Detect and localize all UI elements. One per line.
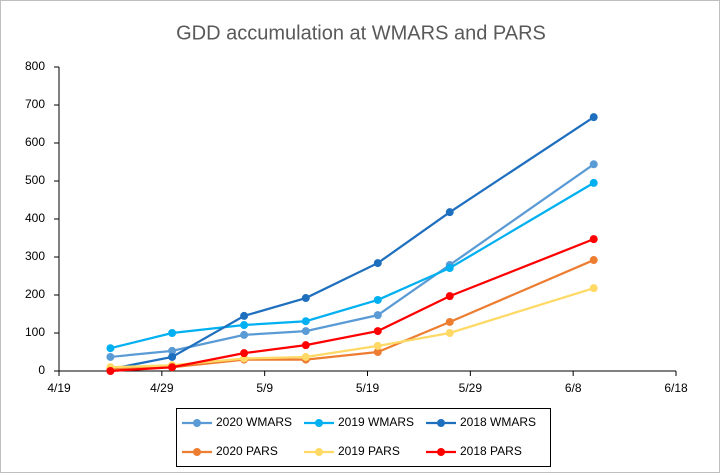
- data-point: [373, 341, 382, 350]
- legend-marker: [437, 448, 445, 456]
- x-tick-label: 5/9: [256, 381, 273, 395]
- y-tick-label: 700: [25, 97, 45, 111]
- x-tick-label: 5/29: [459, 381, 483, 395]
- data-point: [168, 329, 177, 337]
- y-tick-label: 800: [25, 59, 45, 73]
- data-point: [589, 235, 598, 244]
- legend-label: 2020 WMARS: [216, 415, 292, 429]
- data-point: [168, 352, 177, 361]
- x-tick-label: 6/18: [664, 381, 688, 395]
- data-point: [445, 264, 454, 273]
- data-point: [168, 363, 177, 372]
- data-point: [240, 330, 249, 339]
- y-tick-label: 200: [25, 287, 45, 301]
- data-point: [240, 321, 249, 330]
- data-point: [589, 160, 598, 169]
- data-point: [589, 178, 598, 187]
- data-point: [106, 344, 115, 353]
- legend-marker: [437, 419, 445, 427]
- y-tick-label: 500: [25, 173, 45, 187]
- data-point: [301, 327, 310, 336]
- legend-marker: [315, 419, 323, 427]
- data-point: [445, 317, 454, 326]
- data-point: [168, 346, 177, 355]
- data-point: [240, 311, 249, 320]
- data-point: [301, 352, 310, 361]
- data-point: [301, 317, 310, 326]
- data-point: [373, 295, 382, 304]
- data-point: [445, 292, 454, 301]
- legend-label: 2020 PARS: [216, 444, 278, 458]
- legend-marker: [315, 448, 323, 456]
- data-point: [373, 259, 382, 268]
- legend-label: 2018 WMARS: [460, 415, 536, 429]
- legend-marker: [193, 419, 201, 427]
- data-point: [373, 327, 382, 336]
- y-tick-label: 600: [25, 135, 45, 149]
- data-point: [589, 113, 598, 122]
- data-point: [301, 294, 310, 303]
- y-tick-label: 300: [25, 249, 45, 263]
- y-tick-label: 0: [38, 363, 45, 377]
- chart-title: GDD accumulation at WMARS and PARS: [176, 22, 546, 44]
- x-tick-label: 5/19: [356, 381, 380, 395]
- legend-label: 2019 PARS: [338, 444, 400, 458]
- x-tick-label: 4/19: [47, 381, 71, 395]
- x-tick-label: 4/29: [150, 381, 174, 395]
- legend: [176, 408, 551, 467]
- data-point: [589, 284, 598, 293]
- y-tick-label: 100: [25, 325, 45, 339]
- legend-label: 2019 WMARS: [338, 415, 414, 429]
- data-point: [589, 256, 598, 265]
- data-point: [445, 329, 454, 337]
- legend-label: 2018 PARS: [460, 444, 522, 458]
- data-point: [240, 349, 249, 358]
- data-point: [106, 367, 115, 375]
- data-point: [301, 341, 310, 350]
- x-tick-label: 6/8: [565, 381, 582, 395]
- data-point: [106, 352, 115, 361]
- data-point: [373, 311, 382, 320]
- data-point: [445, 208, 454, 217]
- data-point: [373, 348, 382, 356]
- legend-marker: [193, 448, 201, 456]
- y-tick-label: 400: [25, 211, 45, 225]
